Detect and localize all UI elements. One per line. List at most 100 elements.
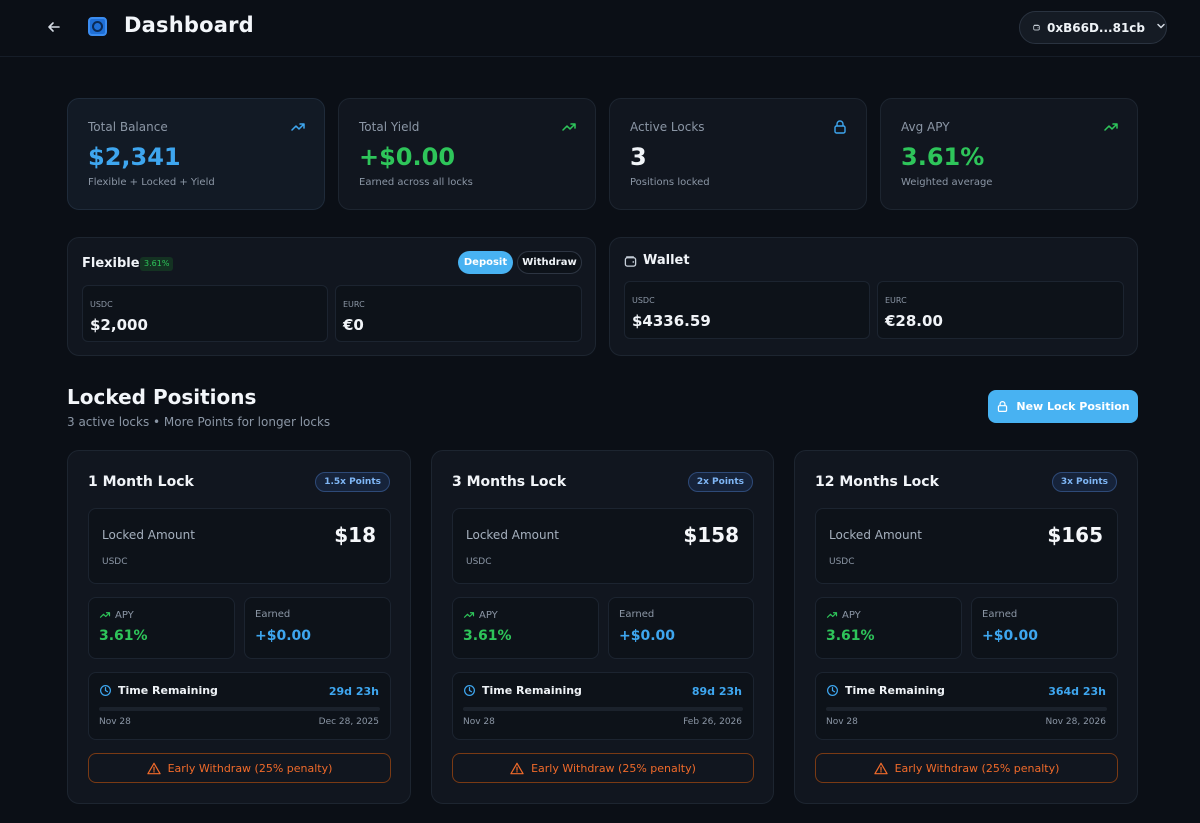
time-remaining-label-row: Time Remaining: [99, 684, 218, 697]
time-remaining-value: 29d 23h: [328, 685, 379, 698]
stat-label: Total Yield: [359, 120, 420, 134]
time-remaining-label: Time Remaining: [118, 684, 218, 697]
locked-positions-subtitle: 3 active locks • More Points for longer …: [67, 415, 331, 429]
wallet-title: Wallet: [643, 253, 690, 268]
early-withdraw-button[interactable]: Early Withdraw (25% penalty): [815, 753, 1118, 783]
balance-label: USDC: [632, 296, 655, 305]
apy-value: 3.61%: [826, 628, 875, 644]
earned-box: Earned +$0.00: [244, 597, 391, 659]
apy-label-row: APY: [99, 609, 134, 621]
trending-up-icon: [463, 612, 475, 618]
earned-label: Earned: [982, 609, 1018, 620]
lock-start-date: Nov 28: [463, 717, 495, 727]
trending-up-icon: [826, 612, 838, 618]
wallet-card: Wallet USDC $4336.59 EURC €28.00: [609, 237, 1138, 356]
time-remaining-value: 364d 23h: [1048, 685, 1106, 698]
early-withdraw-button[interactable]: Early Withdraw (25% penalty): [88, 753, 391, 783]
balance-value: €0: [343, 316, 364, 334]
balance-value: $4336.59: [632, 312, 711, 330]
locked-amount-box: Locked Amount USDC $158: [452, 508, 754, 584]
balance-value: $2,000: [90, 316, 148, 334]
lock-card-1-month: 1 Month Lock 1.5x Points Locked Amount U…: [67, 450, 411, 804]
balance-value: €28.00: [885, 312, 943, 330]
locked-amount-label: Locked Amount: [829, 528, 922, 542]
lock-start-date: Nov 28: [99, 717, 131, 727]
locked-amount-label: Locked Amount: [102, 528, 195, 542]
lock-title: 1 Month Lock: [88, 474, 194, 490]
wallet-icon: [1033, 24, 1040, 31]
lock-progress-bar: [99, 707, 380, 711]
earned-value: +$0.00: [255, 628, 312, 644]
time-remaining-box: Time Remaining 29d 23h Nov 28 Dec 28, 20…: [88, 672, 391, 740]
clock-icon: [100, 685, 111, 696]
time-remaining-box: Time Remaining 364d 23h Nov 28 Nov 28, 2…: [815, 672, 1118, 740]
apy-label: APY: [479, 609, 498, 621]
lock-title: 3 Months Lock: [452, 474, 567, 490]
stat-value: 3: [630, 143, 647, 171]
locked-amount-box: Locked Amount USDC $18: [88, 508, 391, 584]
locked-amount-value: $165: [1047, 523, 1103, 547]
lock-end-date: Feb 26, 2026: [683, 717, 742, 727]
earned-value: +$0.00: [619, 628, 676, 644]
new-lock-label: New Lock Position: [1016, 400, 1130, 413]
app-logo-icon: [88, 17, 107, 36]
trending-up-icon: [291, 123, 305, 131]
flexible-apy-badge: 3.61%: [140, 257, 174, 271]
time-remaining-label: Time Remaining: [482, 684, 582, 697]
apy-box: APY 3.61%: [815, 597, 962, 659]
locked-positions-title: Locked Positions: [67, 385, 257, 409]
deposit-button[interactable]: Deposit: [458, 251, 513, 274]
withdraw-button[interactable]: Withdraw: [517, 251, 582, 274]
trending-up-icon: [562, 123, 576, 131]
wallet-usdc-box: USDC $4336.59: [624, 281, 870, 339]
wallet-connect-button[interactable]: 0xB66D...81cb: [1019, 11, 1167, 44]
stat-card-active-locks: Active Locks 3 Positions locked: [609, 98, 867, 210]
lock-title: 12 Months Lock: [815, 474, 939, 490]
stat-sub: Weighted average: [901, 177, 993, 188]
time-remaining-box: Time Remaining 89d 23h Nov 28 Feb 26, 20…: [452, 672, 754, 740]
early-withdraw-button[interactable]: Early Withdraw (25% penalty): [452, 753, 754, 783]
page-title: Dashboard: [124, 13, 254, 37]
apy-box: APY 3.61%: [452, 597, 599, 659]
apy-box: APY 3.61%: [88, 597, 235, 659]
wallet-address: 0xB66D...81cb: [1047, 20, 1145, 35]
wallet-icon: [624, 256, 637, 267]
stat-value: 3.61%: [901, 143, 985, 171]
earned-box: Earned +$0.00: [971, 597, 1118, 659]
lock-start-date: Nov 28: [826, 717, 858, 727]
time-remaining-value: 89d 23h: [691, 685, 742, 698]
top-bar: Dashboard 0xB66D...81cb: [0, 0, 1200, 57]
back-arrow-icon[interactable]: [44, 17, 64, 37]
locked-currency: USDC: [102, 557, 128, 567]
apy-label-row: APY: [826, 609, 861, 621]
lock-icon: [834, 120, 846, 134]
lock-card-3-months: 3 Months Lock 2x Points Locked Amount US…: [431, 450, 774, 804]
wallet-eurc-box: EURC €28.00: [877, 281, 1124, 339]
new-lock-position-button[interactable]: New Lock Position: [988, 390, 1138, 423]
early-withdraw-label: Early Withdraw (25% penalty): [894, 761, 1060, 775]
lock-end-date: Dec 28, 2025: [318, 717, 379, 727]
stat-sub: Positions locked: [630, 177, 710, 188]
lock-end-date: Nov 28, 2026: [1045, 717, 1106, 727]
balance-label: EURC: [885, 296, 907, 305]
stat-card-avg-apy: Avg APY 3.61% Weighted average: [880, 98, 1138, 210]
locked-amount-box: Locked Amount USDC $165: [815, 508, 1118, 584]
points-badge: 2x Points: [687, 472, 753, 492]
flexible-title: Flexible: [82, 256, 140, 271]
locked-currency: USDC: [829, 557, 855, 567]
time-remaining-label-row: Time Remaining: [826, 684, 945, 697]
clock-icon: [464, 685, 475, 696]
stat-card-total-yield: Total Yield +$0.00 Earned across all loc…: [338, 98, 596, 210]
locked-amount-value: $18: [334, 523, 376, 547]
time-remaining-label: Time Remaining: [845, 684, 945, 697]
stat-sub: Earned across all locks: [359, 177, 473, 188]
warning-icon: [510, 762, 524, 774]
stat-label: Total Balance: [88, 120, 168, 134]
lock-progress-bar: [463, 707, 743, 711]
earned-value: +$0.00: [982, 628, 1039, 644]
points-badge: 1.5x Points: [315, 472, 390, 492]
locked-currency: USDC: [466, 557, 492, 567]
lock-progress-bar: [826, 707, 1107, 711]
apy-label-row: APY: [463, 609, 498, 621]
balance-label: EURC: [343, 300, 365, 309]
